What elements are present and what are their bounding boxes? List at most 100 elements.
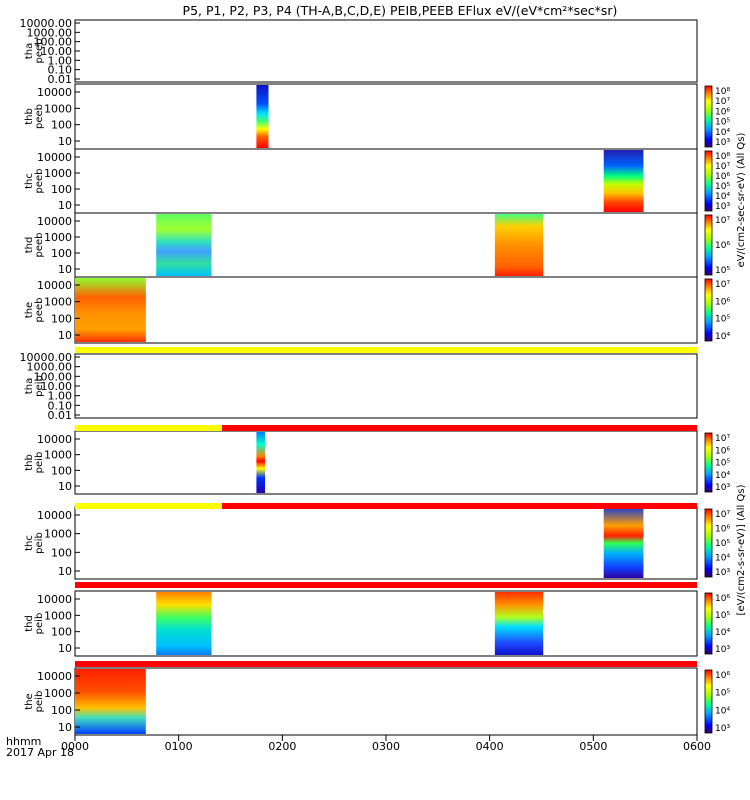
colorbar-tick-thb-peeb-2: 10⁶: [715, 107, 730, 117]
data-block-the-peib-1: [75, 669, 146, 734]
data-block-the-peeb-1: [75, 278, 146, 342]
ytick-label-thb-peib-3: 10: [58, 480, 72, 493]
colorbar-label-top: eV/(cm2-sec-sr-eV) (All Qs): [736, 133, 747, 268]
colorbar-scale-thc-peib: [704, 508, 713, 578]
colorbar-tick-thb-peib-2: 10⁵: [715, 459, 730, 469]
colorbar-scale-thb-peeb: [704, 85, 713, 148]
flag-bar-1-1: [222, 425, 697, 431]
colorbar-tick-thd-peeb-1: 10⁶: [715, 241, 730, 251]
ylabel-thc-peeb-1: peeb: [34, 169, 45, 194]
ylabel-tha-peib-0: tha: [24, 378, 35, 394]
colorbar-scale-thd-peeb: [704, 214, 713, 276]
colorbar-tick-thc-peeb-3: 10⁵: [715, 182, 730, 192]
ytick-label-thc-peib-0: 10000: [37, 509, 72, 522]
colorbar-tick-thc-peeb-5: 10³: [715, 202, 730, 212]
colorbar-scale-thd-peib: [704, 592, 713, 655]
ytick-label-tha-peib-5: 0.10: [48, 399, 73, 412]
panel-frame-thb-peeb: [74, 83, 698, 150]
ytick-label-thb-peeb-3: 10: [58, 135, 72, 148]
ytick-label-thd-peeb-3: 10: [58, 263, 72, 276]
colorbar-tick-the-peib-2: 10⁴: [715, 706, 730, 716]
ylabel-thc-peib-0: thc: [24, 535, 35, 551]
colorbar-the-peib: 10⁶ 10⁵ 10⁴ 10³: [704, 669, 730, 734]
colorbar-thd-peeb: 10⁷ 10⁶ 10⁵: [704, 214, 730, 276]
ytick-label-tha-peib-6: 0.01: [48, 409, 73, 422]
colorbar-tick-thc-peib-0: 10⁷: [715, 510, 730, 520]
colorbar-tick-thd-peeb-2: 10⁵: [715, 266, 730, 276]
colorbars-group: 10⁸10⁷10⁶10⁵10⁴10³10⁸10⁷10⁶10⁵10⁴10³10⁷1…: [704, 85, 730, 734]
colorbar-tick-thc-peib-4: 10³: [715, 568, 730, 578]
flag-bar-4-0: [75, 661, 697, 667]
ylabel-tha-peeb-1: peeb: [34, 39, 45, 64]
ytick-label-tha-peeb-1: 1000.00: [27, 26, 73, 39]
ylabel-tha-peib-1: peib: [34, 375, 45, 397]
data-block-thc-peib-1: [603, 508, 644, 578]
colorbar-tick-thd-peib-1: 10⁵: [715, 611, 730, 621]
colorbar-tick-thb-peeb-0: 10⁸: [715, 87, 730, 97]
panel-frame-the-peeb: [74, 276, 698, 344]
ytick-label-tha-peeb-0: 10000.00: [20, 17, 73, 30]
ylabel-thb-peeb-0: thb: [24, 108, 35, 125]
time-axis: hhmm 2017 Apr 18 0000 0100 0200 0300 0400 050…: [6, 735, 711, 759]
ytick-label-the-peeb-1: 1000: [44, 296, 72, 309]
ytick-label-thc-peib-2: 100: [51, 546, 72, 559]
colorbar-tick-thc-peeb-4: 10⁴: [715, 192, 730, 202]
data-block-thb-peeb-1: [256, 85, 269, 148]
ylabel-thd-peib-0: thd: [24, 615, 35, 632]
data-block-thd-peib-1: [156, 592, 212, 655]
xtick-label-0500: 0500: [579, 740, 607, 753]
colorbar-scale-thb-peib: [704, 432, 713, 493]
time-axis-label-date: 2017 Apr 18: [6, 746, 74, 759]
ytick-label-tha-peeb-2: 100.00: [34, 36, 73, 49]
ylabel-the-peib-0: the: [24, 693, 35, 709]
ytick-label-thd-peeb-0: 10000: [37, 215, 72, 228]
xtick-label-0600: 0600: [683, 740, 711, 753]
panel-thc-peib: 10000 1000 100 10 thc peib: [24, 506, 698, 580]
ylabel-the-peib-1: peib: [34, 691, 45, 713]
colorbar-tick-thd-peeb-0: 10⁷: [715, 216, 730, 226]
colorbar-tick-thb-peib-3: 10⁴: [715, 471, 730, 481]
ylabel-thb-peib-0: thb: [24, 454, 35, 471]
xtick-label-0000: 0000: [61, 740, 89, 753]
colorbar-tick-thc-peeb-0: 10⁸: [715, 152, 730, 162]
data-block-thd-peeb-1: [156, 214, 212, 276]
ytick-label-thc-peib-1: 1000: [44, 528, 72, 541]
colorbar-tick-thd-peib-0: 10⁶: [715, 594, 730, 604]
ytick-label-tha-peeb-6: 0.01: [48, 73, 73, 86]
ytick-label-tha-peib-2: 100.00: [34, 370, 73, 383]
xtick-label-0100: 0100: [165, 740, 193, 753]
xtick-label-0400: 0400: [476, 740, 504, 753]
ylabel-thc-peeb-0: thc: [24, 173, 35, 189]
ytick-label-thd-peib-3: 10: [58, 642, 72, 655]
ylabel-thb-peeb-1: peeb: [34, 104, 45, 129]
xtick-label-0200: 0200: [268, 740, 296, 753]
panel-thb-peeb: 10000 1000 100 10 thb peeb: [24, 83, 698, 150]
colorbar-tick-the-peeb-2: 10⁵: [715, 315, 730, 325]
ytick-label-the-peib-1: 1000: [44, 687, 72, 700]
colorbar-tick-the-peeb-0: 10⁷: [715, 280, 730, 290]
ytick-label-the-peib-3: 10: [58, 721, 72, 734]
ylabel-thc-peib-1: peib: [34, 532, 45, 554]
colorbar-tick-thc-peib-1: 10⁶: [715, 525, 730, 535]
panel-frame-the-peib: [74, 667, 698, 736]
panel-frame-thb-peib: [74, 430, 698, 495]
ytick-label-thb-peeb-0: 10000: [37, 86, 72, 99]
colorbar-thd-peib: 10⁶ 10⁵ 10⁴ 10³: [704, 592, 730, 655]
panel-thc-peeb: 10000 1000 100 10 thc peeb: [24, 148, 698, 214]
ytick-label-thc-peeb-2: 100: [51, 183, 72, 196]
ytick-label-thd-peeb-1: 1000: [44, 231, 72, 244]
colorbar-thc-peib: 10⁷ 10⁶ 10⁵ 10⁴ 10³: [704, 508, 730, 578]
ytick-label-thd-peib-0: 10000: [37, 593, 72, 606]
ytick-label-thc-peib-3: 10: [58, 565, 72, 578]
colorbar-tick-thb-peeb-5: 10³: [715, 138, 730, 148]
quality-flag-bars: [75, 347, 697, 667]
colorbar-tick-the-peib-3: 10³: [715, 724, 730, 734]
colorbar-tick-the-peeb-3: 10⁴: [715, 332, 730, 342]
ylabel-the-peeb-0: the: [24, 302, 35, 318]
ytick-label-thb-peeb-2: 100: [51, 119, 72, 132]
ytick-label-tha-peeb-4: 1.00: [48, 54, 73, 67]
panel-the-peeb: 10000 1000 100 10 the peeb: [24, 276, 698, 344]
